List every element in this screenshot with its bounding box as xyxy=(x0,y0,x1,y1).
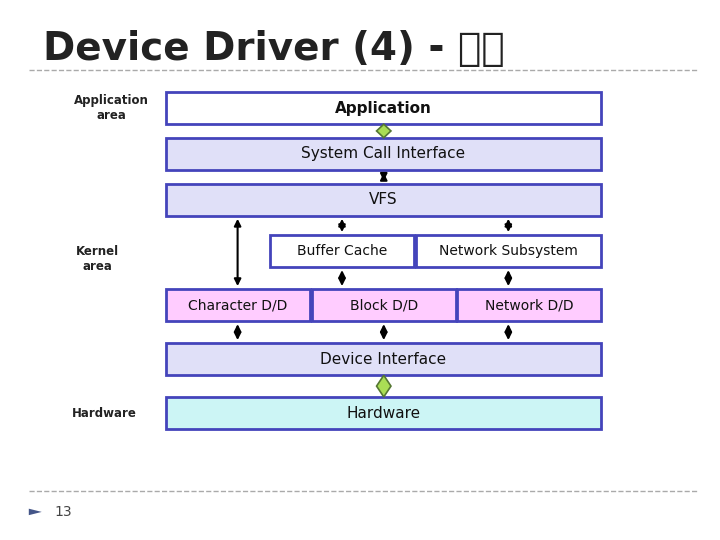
Text: Network Subsystem: Network Subsystem xyxy=(439,244,578,258)
Text: Device Driver (4) - 구조: Device Driver (4) - 구조 xyxy=(43,30,505,68)
Text: Application
area: Application area xyxy=(74,94,149,122)
FancyBboxPatch shape xyxy=(312,289,456,321)
FancyBboxPatch shape xyxy=(416,235,601,267)
FancyBboxPatch shape xyxy=(270,235,414,267)
FancyBboxPatch shape xyxy=(166,138,601,170)
Text: Device Interface: Device Interface xyxy=(320,352,446,367)
Text: System Call Interface: System Call Interface xyxy=(302,146,465,161)
Text: Kernel
area: Kernel area xyxy=(76,245,119,273)
Polygon shape xyxy=(377,124,391,138)
Polygon shape xyxy=(29,509,42,515)
FancyBboxPatch shape xyxy=(457,289,601,321)
Text: Buffer Cache: Buffer Cache xyxy=(297,244,387,258)
Text: Hardware: Hardware xyxy=(72,407,137,420)
FancyBboxPatch shape xyxy=(166,184,601,216)
FancyBboxPatch shape xyxy=(166,92,601,124)
FancyBboxPatch shape xyxy=(166,397,601,429)
FancyBboxPatch shape xyxy=(166,343,601,375)
Text: Character D/D: Character D/D xyxy=(188,298,287,312)
Text: Hardware: Hardware xyxy=(346,406,420,421)
Text: Application: Application xyxy=(335,100,432,116)
Text: Block D/D: Block D/D xyxy=(350,298,418,312)
Text: VFS: VFS xyxy=(369,192,397,207)
Text: Network D/D: Network D/D xyxy=(485,298,574,312)
FancyBboxPatch shape xyxy=(166,289,310,321)
Text: 13: 13 xyxy=(54,505,71,519)
Polygon shape xyxy=(377,375,391,397)
